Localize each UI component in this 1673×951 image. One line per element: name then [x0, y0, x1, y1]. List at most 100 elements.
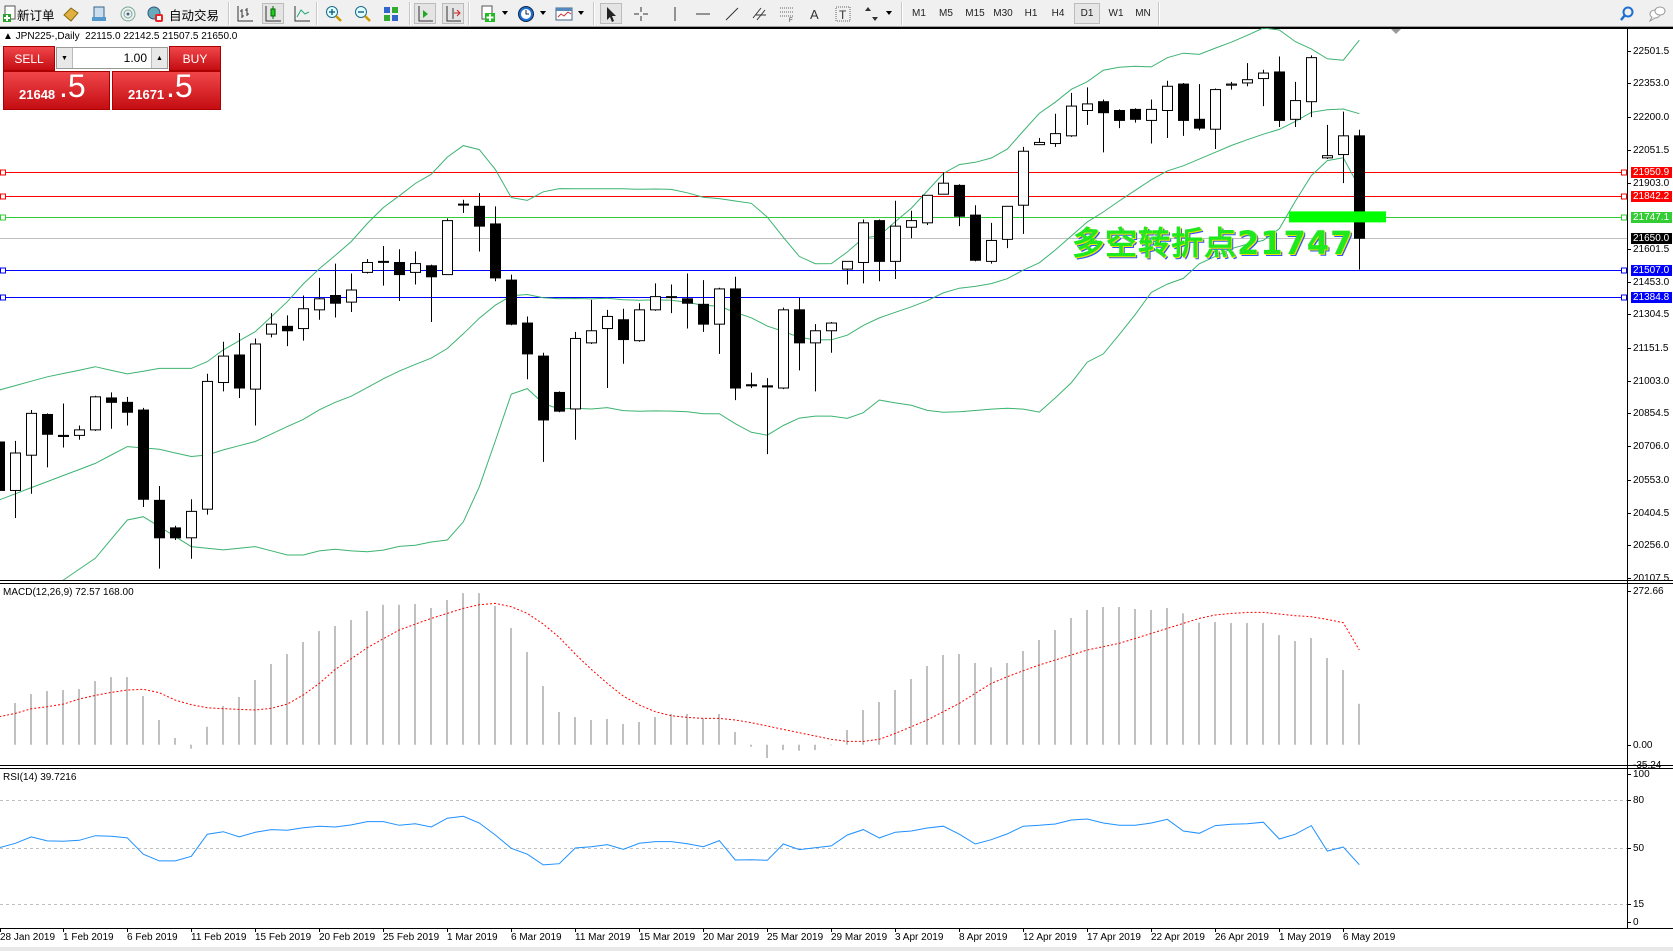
candle[interactable] — [842, 260, 853, 285]
candle[interactable] — [538, 352, 549, 462]
candle[interactable] — [1002, 205, 1013, 249]
candle[interactable] — [1130, 108, 1141, 123]
candle[interactable] — [1306, 55, 1317, 118]
candle[interactable] — [970, 205, 981, 262]
chart-shift-marker-icon[interactable] — [1391, 29, 1401, 34]
indicators-dropdown-icon[interactable] — [502, 11, 508, 15]
candle[interactable] — [458, 199, 469, 213]
zoom-out-button[interactable] — [352, 3, 374, 24]
lot-size-stepper[interactable]: ▼ 1.00 ▲ — [56, 47, 168, 69]
price-chart[interactable] — [0, 28, 1627, 581]
candle[interactable] — [954, 184, 965, 227]
timeframe-m5[interactable]: M5 — [939, 8, 953, 19]
candle[interactable] — [682, 273, 693, 329]
candle[interactable] — [922, 194, 933, 226]
candle[interactable] — [426, 264, 437, 322]
timeframe-w1[interactable]: W1 — [1108, 8, 1124, 19]
candle[interactable] — [1242, 63, 1253, 87]
bar-chart-button[interactable] — [234, 3, 256, 24]
chart-window[interactable] — [0, 27, 1673, 951]
candle[interactable] — [938, 172, 949, 195]
search-button[interactable] — [1616, 3, 1638, 24]
candle[interactable] — [890, 200, 901, 279]
candle[interactable] — [522, 316, 533, 380]
candle[interactable] — [250, 338, 261, 426]
candle[interactable] — [202, 373, 213, 515]
signals-button[interactable] — [117, 3, 139, 24]
templates-dropdown-icon[interactable] — [578, 11, 584, 15]
level-handle-icon[interactable] — [0, 267, 6, 274]
pivot-marker-bar[interactable] — [1289, 211, 1386, 223]
candle[interactable] — [1210, 88, 1221, 150]
periods-button[interactable] — [515, 3, 537, 24]
level-handle-icon[interactable] — [0, 169, 6, 176]
candle[interactable] — [90, 395, 101, 431]
candle[interactable] — [1322, 124, 1333, 159]
candle[interactable] — [826, 321, 837, 353]
panel-separator[interactable] — [0, 765, 1673, 769]
sell-button[interactable]: SELL — [3, 46, 55, 71]
candle[interactable] — [330, 263, 341, 318]
candle[interactable] — [1034, 138, 1045, 146]
sell-price-button[interactable]: 21648 .5 — [3, 68, 110, 110]
arrows-button[interactable] — [861, 3, 883, 24]
candle[interactable] — [586, 299, 597, 344]
candle[interactable] — [746, 372, 757, 389]
lot-size-input[interactable]: 1.00 — [123, 51, 147, 65]
candle[interactable] — [74, 425, 85, 440]
candle[interactable] — [1274, 56, 1285, 128]
candle[interactable] — [1050, 113, 1061, 147]
level-handle-icon[interactable] — [0, 214, 6, 221]
candle[interactable] — [1338, 111, 1349, 184]
new-order-button[interactable] — [0, 3, 22, 24]
level-handle-icon[interactable] — [0, 294, 6, 301]
candle[interactable] — [650, 283, 661, 311]
candle[interactable] — [906, 210, 917, 239]
horizontal-scrollbar[interactable] — [0, 947, 1673, 951]
candle[interactable] — [570, 331, 581, 440]
zoom-in-button[interactable] — [323, 3, 345, 24]
candle[interactable] — [394, 249, 405, 302]
candle[interactable] — [1082, 87, 1093, 125]
candle[interactable] — [698, 280, 709, 332]
candle[interactable] — [298, 295, 309, 341]
panel-separator[interactable] — [0, 580, 1673, 584]
candle[interactable] — [794, 297, 805, 371]
candle[interactable] — [218, 341, 229, 392]
candle[interactable] — [762, 378, 773, 455]
timeframe-h4[interactable]: H4 — [1051, 8, 1065, 19]
candle[interactable] — [154, 486, 165, 569]
candle[interactable] — [314, 277, 325, 320]
candle[interactable] — [618, 308, 629, 364]
auto-scroll-button[interactable] — [414, 3, 436, 24]
candle[interactable] — [346, 273, 357, 313]
candle[interactable] — [474, 193, 485, 252]
candle[interactable] — [378, 245, 389, 286]
buy-price-button[interactable]: 21671 .5 — [112, 68, 221, 110]
candle[interactable] — [874, 219, 885, 282]
candle[interactable] — [42, 413, 53, 468]
candle[interactable] — [1114, 109, 1125, 129]
market-watch-button[interactable] — [60, 3, 82, 24]
candle[interactable] — [506, 274, 517, 326]
channel-button[interactable] — [749, 3, 771, 24]
arrows-dropdown-icon[interactable] — [886, 11, 892, 15]
auto-trading-button[interactable] — [144, 3, 166, 24]
candle[interactable] — [986, 222, 997, 264]
text-button[interactable]: A — [804, 3, 826, 24]
candle[interactable] — [1194, 84, 1205, 131]
candle[interactable] — [234, 332, 245, 398]
rsi-chart[interactable] — [0, 769, 1627, 928]
level-handle-icon[interactable] — [1621, 294, 1627, 301]
candle[interactable] — [138, 407, 149, 507]
tile-windows-button[interactable] — [380, 3, 402, 24]
auto-trading-label[interactable]: 自动交易 — [169, 9, 220, 23]
candle[interactable] — [10, 440, 21, 518]
candle[interactable] — [634, 303, 645, 342]
macd-chart[interactable] — [0, 584, 1627, 765]
candle[interactable] — [490, 206, 501, 282]
templates-button[interactable] — [553, 3, 575, 24]
candle[interactable] — [170, 525, 181, 541]
candle[interactable] — [1226, 81, 1237, 90]
candle[interactable] — [1290, 81, 1301, 128]
